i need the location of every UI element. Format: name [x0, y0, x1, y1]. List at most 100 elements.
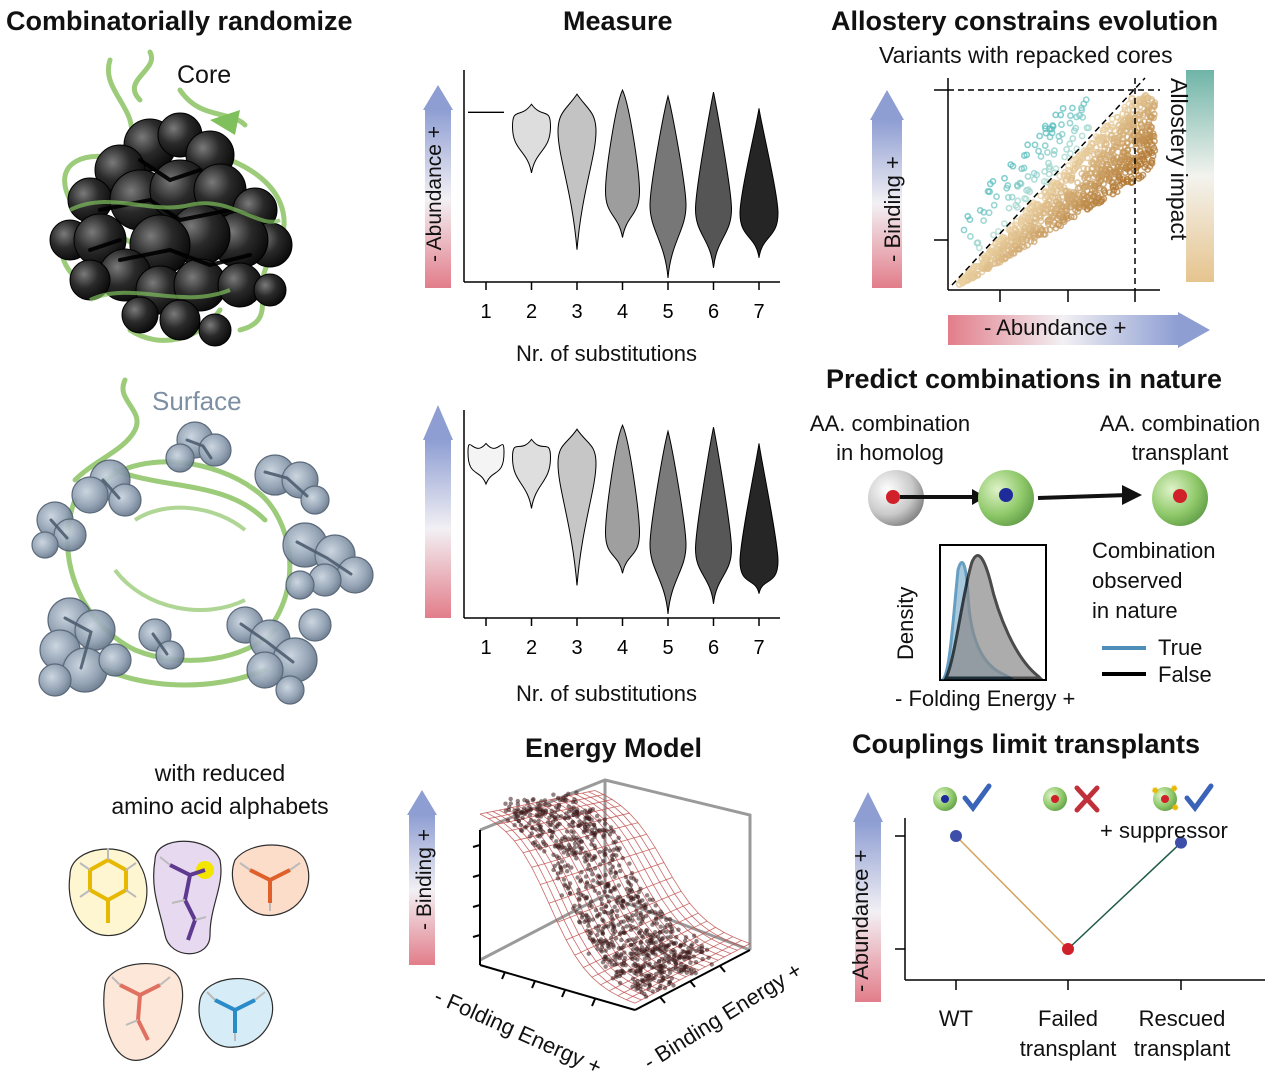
- valine-residue: [231, 844, 310, 916]
- alphabet-label-line1: with reduced: [154, 760, 286, 786]
- allostery-colorbar: [1186, 70, 1214, 282]
- cross-icon: [1074, 785, 1100, 813]
- density-plot: [939, 544, 1047, 681]
- couplings-title: Couplings limit transplants: [852, 729, 1201, 759]
- measure-title: Measure: [563, 6, 673, 36]
- allostery-title: Allostery constrains evolution: [831, 6, 1219, 36]
- wt-icon: [933, 787, 957, 811]
- abundance-axis-arrow: [423, 85, 453, 288]
- violin-tick-label: 1: [480, 301, 491, 323]
- violin-tick-label: 2: [526, 301, 537, 323]
- measure-xlabel-bottom: Nr. of substitutions: [516, 681, 697, 706]
- violin-mark: [604, 423, 641, 574]
- energy-model-title: Energy Model: [525, 733, 703, 763]
- svg-text:✹: ✹: [1170, 784, 1178, 795]
- isoleucine-residue: [198, 977, 274, 1048]
- energy-model-points: [503, 790, 714, 999]
- allostery-scatter-chart: [870, 70, 1214, 348]
- surface-label: Surface: [152, 386, 242, 416]
- couplings-abundance-axis-arrow: [853, 792, 883, 1002]
- legend-title-line3: in nature: [1092, 598, 1178, 623]
- couplings-point: [1175, 836, 1187, 849]
- homolog-label-line1: AA. combination: [809, 411, 971, 436]
- failed-xlabel-line2: transplant: [1019, 1036, 1117, 1061]
- abundance-axis-label-measure: - Abundance +: [423, 125, 446, 262]
- legend-title-line1: Combination: [1092, 538, 1216, 563]
- violin-tick-label: 1: [480, 637, 491, 659]
- abundance-violin-chart: 1 2 3 4 5 6 7: [423, 70, 780, 323]
- rescued-xlabel-line2: transplant: [1133, 1036, 1231, 1061]
- violin-tick-label: 7: [753, 301, 764, 323]
- check-icon: [1184, 783, 1214, 813]
- energy-binding-axis-arrow: [407, 790, 437, 965]
- amino-acid-structures: [68, 840, 310, 1061]
- phenylalanine-residue: [68, 848, 148, 937]
- couplings-point: [1062, 943, 1074, 955]
- allostery-binding-axis-label: - Binding +: [880, 156, 905, 262]
- wt-xlabel: WT: [938, 1006, 974, 1031]
- homolog-label-line2: in homolog: [836, 440, 944, 465]
- violin-tick-label: 2: [526, 637, 537, 659]
- svg-text:✹: ✹: [1171, 803, 1179, 814]
- violin-tick-label: 4: [617, 637, 628, 659]
- core-label: Core: [177, 61, 232, 89]
- violin-mark: [467, 442, 505, 486]
- binding-violin-chart: 1 2 3 4 5 6 7: [423, 405, 780, 659]
- violin-mark: [739, 108, 779, 258]
- violin-mark: [694, 92, 733, 268]
- alphabet-label-line2: amino acid alphabets: [111, 793, 329, 819]
- allostery-subtitle: Variants with repacked cores: [879, 42, 1173, 68]
- transplant-label-line1: AA. combination: [1099, 411, 1261, 436]
- couplings-abundance-axis-label: - Abundance +: [848, 849, 873, 992]
- violin-tick-label: 6: [708, 637, 719, 659]
- violin-mark: [511, 103, 552, 174]
- randomize-title: Combinatorially randomize: [6, 6, 353, 36]
- methionine-residue: [153, 840, 222, 955]
- failed-icon: [1043, 787, 1067, 811]
- violin-tick-label: 4: [617, 301, 628, 323]
- legend-false-label: False: [1158, 662, 1212, 687]
- violin-mark: [649, 94, 687, 279]
- violin-mark: [739, 443, 779, 594]
- svg-text:✹: ✹: [1151, 786, 1159, 797]
- measure-xlabel-top: Nr. of substitutions: [516, 341, 697, 366]
- folding-energy-label: - Folding Energy +: [895, 686, 1076, 711]
- surface-protein-structure: [31, 377, 374, 705]
- legend-true-label: True: [1158, 635, 1203, 660]
- energy-model-3d-plot: [407, 778, 752, 1011]
- energy-binding-axis-label: - Binding +: [413, 829, 436, 930]
- binding-axis-arrow: [423, 405, 453, 618]
- check-icon: [962, 783, 992, 813]
- allostery-colorbar-label: Allostery impact: [1166, 78, 1192, 241]
- allostery-binding-axis-arrow: [870, 90, 904, 288]
- leucine-residue: [103, 962, 184, 1061]
- failed-xlabel-line1: Failed: [1038, 1006, 1098, 1031]
- allostery-abundance-axis-label: - Abundance +: [984, 315, 1127, 340]
- violin-tick-label: 5: [662, 301, 673, 323]
- violin-mark: [511, 438, 552, 509]
- allostery-abundance-axis-arrow: [948, 312, 1210, 348]
- violin-mark: [694, 427, 733, 604]
- violin-mark: [604, 88, 641, 238]
- rescued-icon: ✹ ✹ ✹: [1151, 784, 1179, 814]
- violin-tick-label: 7: [753, 637, 764, 659]
- violin-tick-label: 3: [571, 637, 582, 659]
- violin-mark: [557, 93, 597, 250]
- legend-swatches: [1102, 646, 1146, 676]
- core-protein-structure: [49, 49, 293, 347]
- rescued-xlabel-line1: Rescued: [1138, 1006, 1226, 1031]
- transplant-label-line2: transplant: [1131, 440, 1229, 465]
- couplings-line-chart: ✹ ✹ ✹: [853, 783, 1265, 1002]
- density-false-curve: [943, 554, 1044, 680]
- density-axis-label: Density: [893, 586, 918, 660]
- violin-tick-label: 6: [708, 301, 719, 323]
- violin-mark: [649, 429, 687, 614]
- transplant-diagram: [868, 470, 1208, 526]
- predict-title: Predict combinations in nature: [826, 364, 1223, 394]
- violin-mark: [557, 428, 597, 586]
- suppressor-label: + suppressor: [1100, 818, 1228, 843]
- violin-tick-label: 5: [662, 637, 673, 659]
- couplings-point: [950, 830, 962, 842]
- violin-tick-label: 3: [571, 301, 582, 323]
- legend-title-line2: observed: [1092, 568, 1183, 593]
